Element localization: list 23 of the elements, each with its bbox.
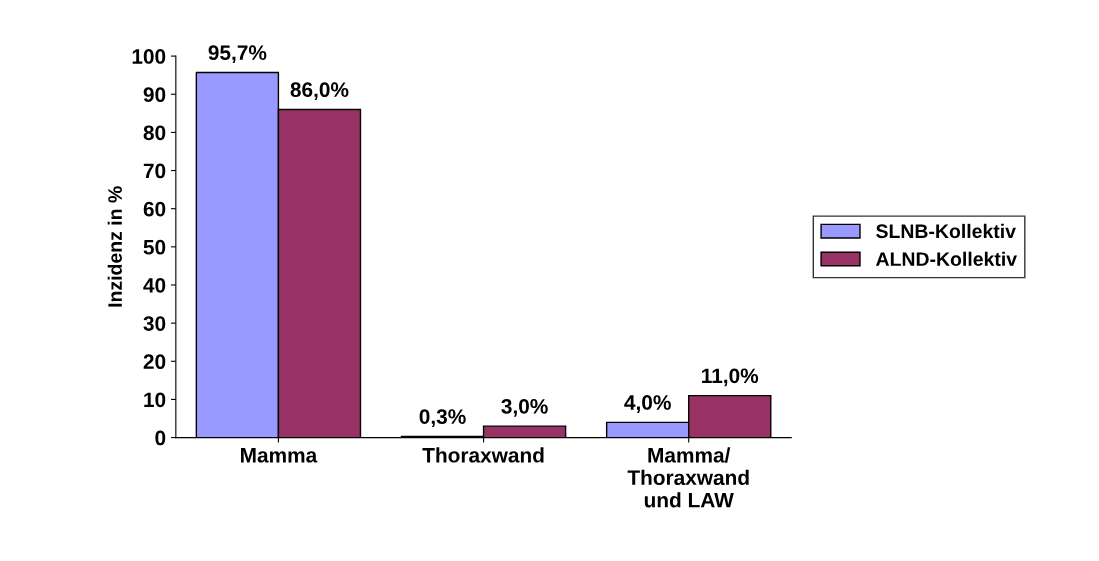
y-tick-label: 10	[144, 392, 166, 408]
y-tick-label: 0	[155, 430, 166, 446]
y-tick-label: 100	[132, 49, 166, 64]
y-tick-label: 80	[143, 125, 166, 141]
data-label: 3,0%	[501, 398, 548, 417]
data-label: 95,7%	[208, 45, 267, 64]
legend-label: SLNB-Kollektiv	[876, 223, 1016, 239]
y-axis-title: Inzidenz in %	[107, 186, 122, 307]
y-tick-label: 90	[143, 87, 166, 102]
data-label: 0,3%	[419, 409, 466, 428]
x-tick-label: Mamma	[241, 448, 318, 463]
data-label: 4,0%	[624, 395, 671, 413]
y-tick-label: 50	[143, 239, 166, 255]
y-tick-label: 70	[143, 163, 166, 179]
legend-label: ALND-Kollektiv	[876, 251, 1017, 266]
y-tick-label: 40	[143, 277, 166, 293]
y-tick-label: 30	[143, 316, 166, 331]
y-tick-label: 20	[143, 354, 166, 370]
data-label: 11,0%	[702, 368, 759, 387]
x-tick-label: Mamma/ Thoraxwand und LAW	[627, 447, 749, 508]
x-tick-label: Thoraxwand	[422, 447, 544, 463]
data-label: 86,0%	[290, 82, 349, 101]
y-tick-label: 60	[143, 201, 166, 217]
